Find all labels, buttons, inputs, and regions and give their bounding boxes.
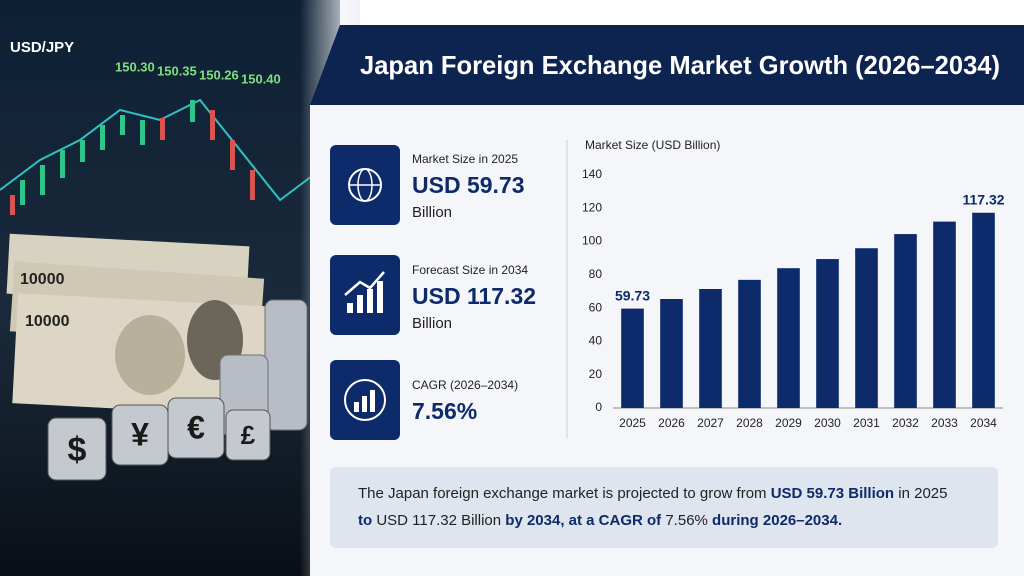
candles [20, 100, 195, 205]
cagr-icon [344, 379, 386, 421]
y-tick-label: 60 [589, 300, 603, 314]
candles-red [10, 110, 255, 215]
bar [699, 289, 722, 408]
x-tick-label: 2025 [619, 416, 646, 430]
x-tick-label: 2026 [658, 416, 685, 430]
stat-label: Forecast Size in 2034 [412, 263, 528, 277]
summary-text: USD 117.32 Billion [376, 512, 501, 529]
bar [738, 279, 761, 408]
banknote-label: 10000 [25, 313, 70, 330]
x-tick-label: 2028 [736, 416, 763, 430]
summary-text: in 2025 [894, 485, 947, 502]
cagr-icon [354, 390, 375, 412]
data-label: 59.73 [615, 287, 650, 303]
y-axis-title: Market Size (USD Billion) [585, 138, 720, 152]
bar [816, 259, 839, 408]
die-symbol: $ [68, 431, 87, 469]
summary-text: The Japan foreign exchange market is pro… [358, 485, 771, 502]
quote: 150.30 [115, 59, 155, 74]
bar [855, 248, 878, 408]
stat-value: USD 117.32 [412, 283, 536, 309]
stat-label: Market Size in 2025 [412, 152, 518, 166]
banknotes: 10000 10000 [6, 233, 278, 417]
stat-unit: Billion [412, 204, 452, 221]
y-tick-label: 140 [582, 167, 602, 181]
icon-box [330, 255, 400, 335]
summary-highlight: to [358, 512, 376, 529]
y-tick-label: 100 [582, 234, 602, 248]
growth-icon [344, 271, 385, 296]
bar [933, 221, 956, 408]
growth-icon [347, 281, 383, 313]
banknote-label: 10000 [20, 271, 65, 288]
y-tick-label: 40 [589, 334, 603, 348]
summary-box [330, 467, 998, 548]
summary-highlight: by 2034, at a CAGR of [501, 512, 665, 529]
x-tick-label: 2034 [970, 416, 997, 430]
y-tick-label: 0 [595, 400, 602, 414]
die-symbol: £ [241, 420, 256, 450]
x-tick-label: 2033 [931, 416, 958, 430]
y-tick-label: 120 [582, 200, 602, 214]
bar [777, 268, 800, 408]
title-banner [310, 25, 1024, 105]
quote: 150.35 [157, 63, 197, 78]
pair-label: USD/JPY [10, 39, 74, 56]
stat-card: Market Size in 2025 USD 59.73 Billion [330, 145, 525, 225]
summary-highlight: USD 59.73 Billion [771, 485, 894, 502]
x-tick-label: 2032 [892, 416, 919, 430]
stat-value: 7.56% [412, 398, 477, 424]
bar [660, 298, 683, 408]
quote: 150.26 [199, 67, 239, 82]
stat-value: USD 59.73 [412, 172, 525, 198]
summary-line: The Japan foreign exchange market is pro… [358, 485, 947, 502]
bar [972, 212, 995, 408]
summary-highlight: during 2026–2034. [708, 512, 842, 529]
die-symbol: ¥ [131, 416, 149, 452]
die-symbol: € [187, 409, 205, 445]
bar-chart: 0 20 40 60 80 100 120 140 2025 59.73 2026 2027 2028 2… [582, 167, 1005, 430]
y-tick-label: 20 [589, 367, 603, 381]
stat-unit: Billion [412, 315, 452, 332]
stat-card: Forecast Size in 2034 USD 117.32 Billion [330, 255, 536, 335]
data-label: 117.32 [962, 191, 1004, 207]
photo: USD/JPY 150.30 150.35 150.26 150.40 1000… [0, 0, 360, 576]
bar [621, 308, 644, 408]
x-tick-label: 2030 [814, 416, 841, 430]
x-tick-label: 2027 [697, 416, 724, 430]
dice: $ ¥ € £ [47, 397, 271, 481]
quote: 150.40 [241, 71, 281, 86]
stat-card: CAGR (2026–2034) 7.56% [330, 360, 518, 440]
x-tick-label: 2029 [775, 416, 802, 430]
bar [894, 234, 917, 408]
summary-text: 7.56% [665, 512, 708, 529]
stat-label: CAGR (2026–2034) [412, 378, 518, 392]
title: Japan Foreign Exchange Market Growth (20… [360, 50, 1000, 80]
x-tick-label: 2031 [853, 416, 880, 430]
y-tick-label: 80 [589, 267, 603, 281]
summary-line: to USD 117.32 Billion by 2034, at a CAGR… [358, 512, 842, 529]
